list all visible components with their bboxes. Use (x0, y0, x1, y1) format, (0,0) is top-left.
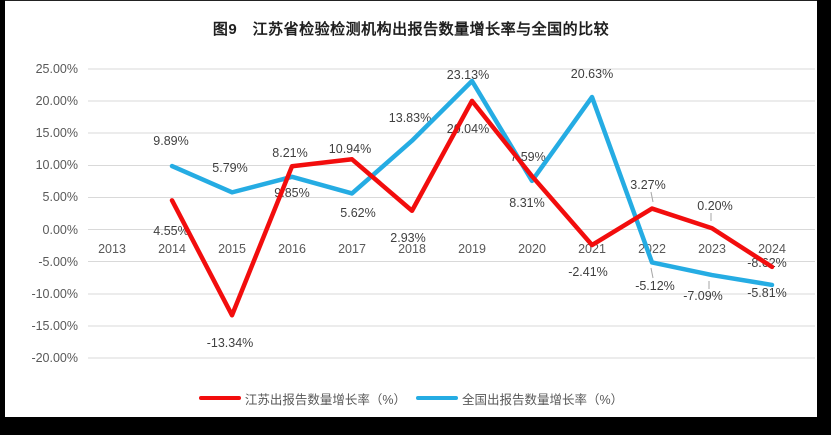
label-leader-line (650, 191, 654, 203)
legend: 江苏出报告数量增长率（%） 全国出报告数量增长率（%） (5, 387, 817, 409)
data-label-jiangsu-2024: -5.81% (747, 286, 787, 300)
data-label-jiangsu-2020: 8.31% (509, 196, 545, 210)
y-tick-label: 10.00% (35, 158, 78, 173)
data-label-jiangsu-2023: 0.20% (697, 199, 733, 213)
line-series-layer (169, 78, 775, 318)
gridlines-layer (88, 68, 815, 359)
x-tick-label: 2023 (698, 242, 726, 256)
x-tick-label: 2015 (218, 242, 246, 256)
y-tick-label: 15.00% (35, 126, 78, 141)
chart-title: 图9 江苏省检验检测机构出报告数量增长率与全国的比较 (212, 21, 610, 38)
x-tick-label: 2021 (578, 242, 606, 256)
y-tick-label: -10.00% (31, 286, 78, 301)
y-tick-label: 5.00% (42, 190, 78, 205)
legend-line-jiangsu-icon (198, 395, 241, 401)
data-label-jiangsu-2022: 3.27% (630, 178, 666, 192)
data-label-national-2023: -7.09% (683, 289, 723, 303)
x-tick-label: 2020 (518, 242, 546, 256)
x-tick-label: 2018 (398, 242, 426, 256)
y-tick-label: 0.00% (42, 222, 78, 237)
data-label-jiangsu-2015: -13.34% (206, 336, 254, 350)
legend-label-national: 全国出报告数量增长率（%） (462, 392, 624, 407)
data-label-jiangsu-2018: 2.93% (390, 231, 426, 245)
x-tick-label: 2017 (338, 242, 366, 256)
x-tick-label: 2013 (98, 242, 126, 256)
data-label-national-2022: -5.12% (635, 279, 675, 293)
legend-label-jiangsu: 江苏出报告数量增长率（%） (244, 392, 406, 407)
series-line-jiangsu (169, 98, 775, 318)
x-tick-label: 2016 (278, 242, 306, 256)
data-label-national-2021: 20.63% (570, 67, 614, 81)
legend-line-national-icon (416, 395, 458, 401)
legend-item-national: 全国出报告数量增长率（%） (416, 389, 623, 408)
data-label-jiangsu-2021: -2.41% (568, 265, 608, 279)
data-label-national-2014: 9.89% (153, 134, 189, 148)
data-label-jiangsu-2014: 4.55% (153, 224, 189, 238)
data-label-national-2015: 5.79% (212, 161, 248, 175)
x-tick-label: 2024 (758, 242, 786, 256)
data-label-national-2019: 23.13% (446, 68, 490, 82)
y-tick-label: 25.00% (35, 62, 78, 76)
label-leader-line (650, 267, 654, 279)
data-label-national-2016: 8.21% (272, 146, 308, 160)
data-label-national-2018: 13.83% (388, 111, 432, 125)
data-label-jiangsu-2017: 10.94% (328, 142, 372, 156)
x-tick-label: 2019 (458, 242, 486, 256)
y-tick-label: -20.00% (31, 351, 78, 365)
x-tick-label: 2014 (158, 242, 186, 256)
y-tick-label: -5.00% (38, 254, 78, 269)
y-tick-label: -15.00% (31, 318, 78, 333)
data-label-national-2017: 5.62% (340, 206, 376, 220)
chart-container: 图9 江苏省检验检测机构出报告数量增长率与全国的比较 25.00% 20.00% 1… (5, 0, 817, 417)
legend-item-jiangsu: 江苏出报告数量增长率（%） (198, 389, 406, 408)
series-line-national (169, 78, 775, 288)
y-tick-label: 20.00% (35, 94, 78, 109)
